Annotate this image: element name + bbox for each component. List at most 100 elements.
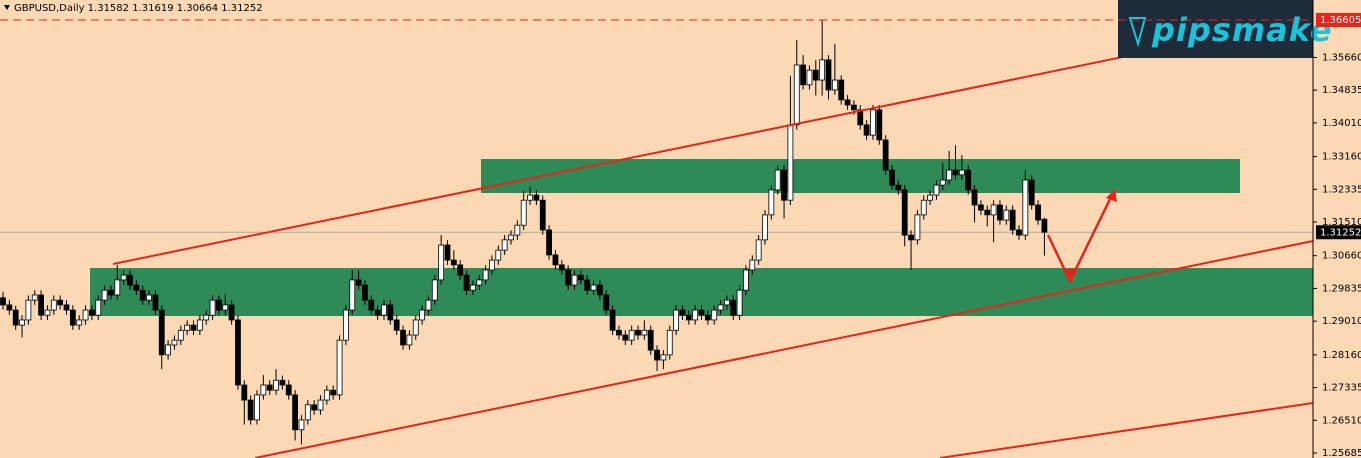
channel-lower <box>939 402 1314 458</box>
zones <box>0 159 1313 316</box>
candle-body <box>165 344 172 356</box>
candle-body <box>933 184 940 196</box>
candle-body <box>76 319 83 326</box>
candle-body <box>660 354 667 361</box>
candle-body <box>831 79 838 91</box>
candle-body <box>330 389 337 396</box>
candle-body <box>44 309 51 316</box>
logo-box <box>1118 0 1313 58</box>
logo-text: pipsmake <box>1151 11 1333 49</box>
candle-body <box>419 309 426 321</box>
candle-body <box>400 329 406 346</box>
drawings <box>112 17 1314 458</box>
candle-body <box>527 194 533 201</box>
candle-body <box>635 329 641 336</box>
candle-body <box>196 319 203 331</box>
candle-body <box>146 294 152 301</box>
candle-body <box>812 69 819 81</box>
candle-body <box>736 289 743 316</box>
candle-body <box>558 264 565 271</box>
candle-body <box>444 244 451 261</box>
candle-body <box>520 199 527 226</box>
candle-body <box>184 324 191 331</box>
candle-body <box>254 394 260 421</box>
candle-body <box>965 169 972 191</box>
resistance-zone <box>481 159 1240 193</box>
candle-body <box>355 279 362 286</box>
candle-body <box>546 229 552 256</box>
candle-body <box>368 299 375 311</box>
candle-body <box>266 384 273 391</box>
candle-body <box>495 249 502 261</box>
candle-body <box>781 169 787 201</box>
candle-body <box>349 279 356 311</box>
candle-body <box>241 384 248 401</box>
candle-body <box>1009 209 1016 231</box>
candle-body <box>323 389 330 401</box>
candle-body <box>889 169 895 186</box>
candle-body <box>685 314 692 321</box>
candle-body <box>565 269 572 286</box>
candle-body <box>120 274 127 281</box>
candle-body <box>190 324 197 331</box>
candle-body <box>362 284 368 301</box>
candle-body <box>171 339 178 346</box>
candle-body <box>298 419 305 431</box>
candle-body <box>12 309 19 326</box>
candle-body <box>978 204 984 211</box>
candle-body <box>304 404 311 421</box>
candle-body <box>1022 179 1029 236</box>
candle-body <box>501 239 508 251</box>
candle-body <box>590 284 597 291</box>
candle-body <box>1035 204 1041 221</box>
candle-body <box>260 384 267 396</box>
candle-body <box>431 279 438 301</box>
candle-body <box>616 329 622 336</box>
candle-body <box>692 309 699 321</box>
candle-body <box>1003 209 1010 221</box>
header: GBPUSD,Daily 1.31582 1.31619 1.30664 1.3… <box>14 3 263 14</box>
candle-body <box>292 394 299 431</box>
candle-body <box>425 299 432 311</box>
candle-body <box>177 329 184 341</box>
candle-body <box>844 99 851 106</box>
candle-body <box>152 294 159 311</box>
candle-body <box>374 309 381 316</box>
candle-body <box>533 194 540 201</box>
candle-body <box>870 109 876 136</box>
candle-body <box>882 139 889 171</box>
candle-body <box>914 214 921 241</box>
candle-body <box>863 124 870 136</box>
candle-body <box>406 334 413 346</box>
candle-body <box>908 234 914 241</box>
candle-body <box>158 309 165 356</box>
candle-body <box>762 214 768 241</box>
candle-body <box>539 199 546 231</box>
candle-body <box>920 199 927 216</box>
candle-body <box>984 209 991 216</box>
candle-body <box>412 319 419 336</box>
candle-body <box>247 399 254 421</box>
candle-body <box>95 299 102 316</box>
candle-body <box>819 59 826 81</box>
candle-body <box>450 259 457 266</box>
candle-body <box>387 304 394 321</box>
candle-body <box>508 234 514 241</box>
candle-body <box>133 284 140 291</box>
candle-body <box>273 379 279 391</box>
candle-body <box>584 279 591 291</box>
channel-upper <box>112 17 1314 265</box>
candle-body <box>825 59 832 91</box>
candle-body <box>641 329 648 336</box>
candle-body <box>108 289 114 296</box>
candle-body <box>89 309 95 316</box>
candle-body <box>577 274 584 281</box>
candle-body <box>1016 229 1022 236</box>
menu-arrow <box>4 5 10 10</box>
candle-body <box>774 169 781 191</box>
y-tick-label: 1.33160 <box>1322 152 1361 163</box>
y-tick-label: 1.31510 <box>1322 217 1361 228</box>
candle-body <box>31 294 38 301</box>
